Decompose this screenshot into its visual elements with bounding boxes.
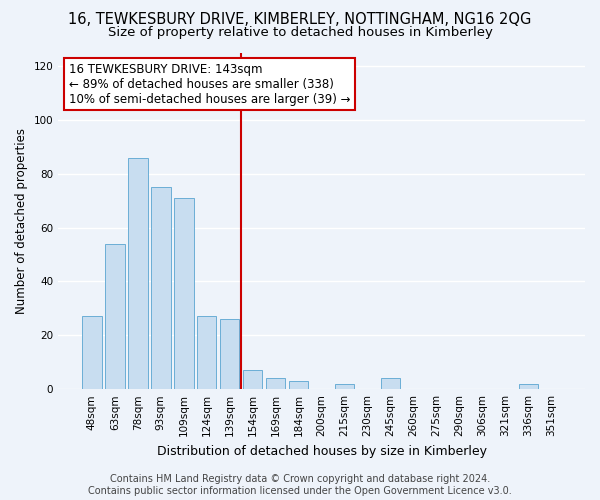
Y-axis label: Number of detached properties: Number of detached properties <box>15 128 28 314</box>
X-axis label: Distribution of detached houses by size in Kimberley: Distribution of detached houses by size … <box>157 444 487 458</box>
Text: Contains HM Land Registry data © Crown copyright and database right 2024.
Contai: Contains HM Land Registry data © Crown c… <box>88 474 512 496</box>
Bar <box>220 319 239 389</box>
Text: 16 TEWKESBURY DRIVE: 143sqm
← 89% of detached houses are smaller (338)
10% of se: 16 TEWKESBURY DRIVE: 143sqm ← 89% of det… <box>69 62 350 106</box>
Bar <box>381 378 400 389</box>
Bar <box>518 384 538 389</box>
Bar <box>82 316 101 389</box>
Bar <box>174 198 194 389</box>
Bar <box>243 370 262 389</box>
Bar <box>197 316 217 389</box>
Text: Size of property relative to detached houses in Kimberley: Size of property relative to detached ho… <box>107 26 493 39</box>
Bar <box>105 244 125 389</box>
Bar <box>266 378 286 389</box>
Text: 16, TEWKESBURY DRIVE, KIMBERLEY, NOTTINGHAM, NG16 2QG: 16, TEWKESBURY DRIVE, KIMBERLEY, NOTTING… <box>68 12 532 28</box>
Bar <box>289 381 308 389</box>
Bar <box>128 158 148 389</box>
Bar <box>335 384 355 389</box>
Bar <box>151 187 170 389</box>
